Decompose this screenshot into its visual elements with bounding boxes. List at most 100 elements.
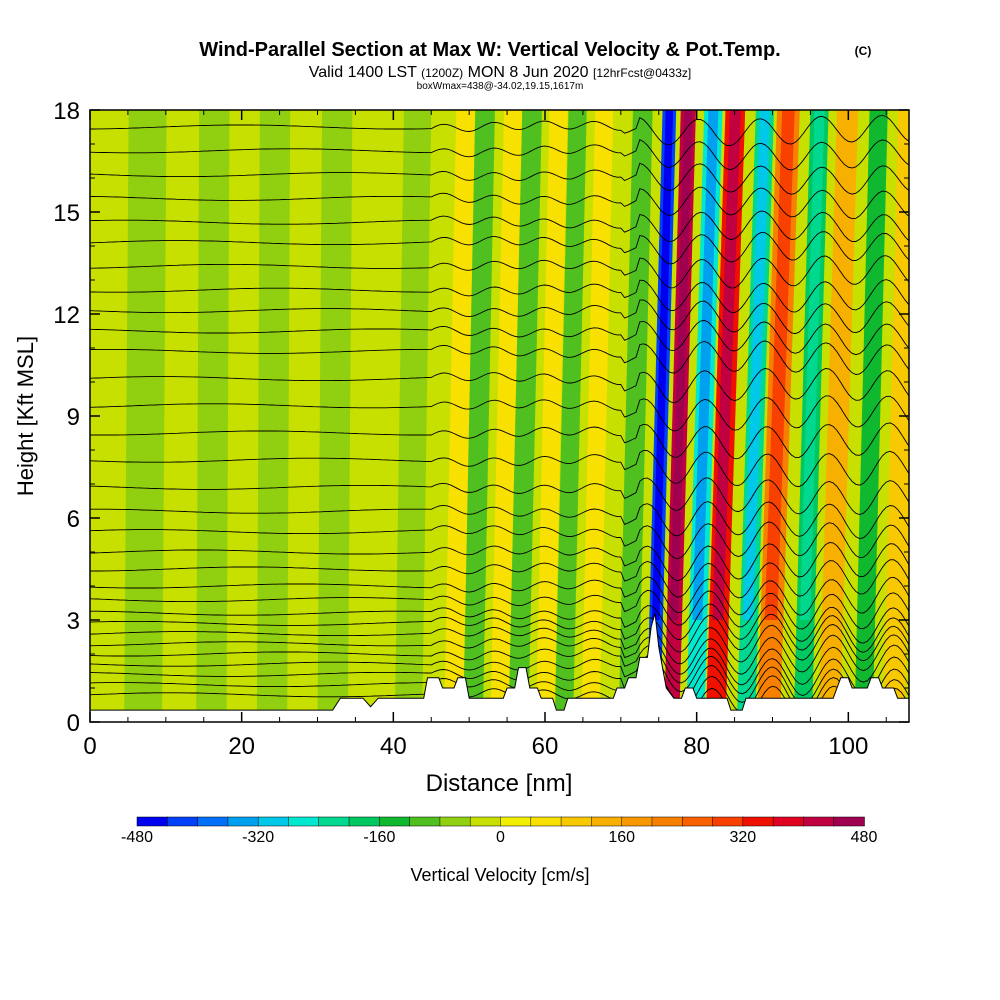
velocity-bands — [124, 110, 909, 722]
y-tick-label: 3 — [67, 608, 80, 635]
isentrope-lines — [90, 114, 909, 722]
colorbar-swatch — [469, 816, 502, 827]
isentrope-line — [90, 589, 909, 630]
isentrope-line — [90, 231, 909, 265]
colorbar-swatch — [288, 816, 320, 827]
valid-utc: (1200Z) — [421, 66, 463, 80]
velocity-band — [490, 110, 523, 722]
isentrope-line — [90, 210, 909, 243]
velocity-band — [317, 110, 353, 722]
velocity-band — [535, 110, 568, 722]
isentrope-line — [90, 675, 909, 716]
y-axis: 0 3 6 9 12 15 18 — [53, 98, 909, 737]
isentrope-line — [90, 521, 909, 560]
colorbar-swatch — [136, 816, 169, 827]
colorbar-swatch — [560, 816, 593, 827]
isentrope-line — [90, 299, 909, 335]
colorbar — [136, 816, 865, 827]
velocity-band — [444, 110, 476, 722]
velocity-band-core — [743, 110, 770, 620]
chart-title: Wind-Parallel Section at Max W: Vertical… — [199, 39, 780, 61]
colorbar-tick-label: 320 — [729, 829, 756, 846]
velocity-band — [196, 110, 230, 722]
colorbar-swatch — [803, 816, 835, 827]
velocity-band — [618, 110, 653, 722]
velocity-band-core — [692, 110, 719, 620]
valid-prefix: Valid 1400 LST — [309, 64, 417, 81]
colorbar-swatch — [833, 816, 865, 827]
colorbar-swatch — [651, 816, 684, 827]
velocity-band — [554, 110, 587, 722]
colorbar-swatch — [348, 816, 381, 827]
velocity-band-core — [800, 110, 825, 620]
plot-area — [90, 110, 909, 722]
isentrope-line — [90, 613, 909, 653]
isentrope-line — [90, 186, 909, 220]
x-tick-label: 0 — [83, 733, 96, 760]
isentrope-line — [90, 644, 909, 686]
isentrope-line — [90, 576, 909, 616]
x-tick-label: 100 — [828, 733, 868, 760]
colorbar-swatch — [167, 816, 199, 827]
x-axis: 0 20 40 60 80 100 — [83, 110, 887, 760]
colorbar-swatch — [500, 816, 532, 827]
colorbar-tick-label: 0 — [496, 829, 505, 846]
y-tick-label: 9 — [67, 404, 80, 431]
isentrope-line — [90, 559, 909, 599]
valid-time-line: Valid 1400 LST (1200Z) MON 8 Jun 2020 [1… — [309, 64, 692, 81]
isentrope-line — [90, 603, 909, 644]
y-axis-label: Height [Kft MSL] — [13, 336, 38, 496]
colorbar-tick-label: 480 — [851, 829, 878, 846]
box-info: boxWmax=438@-34.02,19.15,1617m — [417, 81, 584, 92]
isentrope-line — [90, 422, 909, 460]
y-tick-label: 6 — [67, 506, 80, 533]
forecast-info: [12hrFcst@0433z] — [593, 66, 691, 80]
isentrope-line — [90, 279, 909, 313]
isentrope-line — [90, 255, 909, 289]
isentrope-line — [90, 634, 909, 675]
colorbar-swatch — [409, 816, 441, 827]
colorbar-swatch — [318, 816, 350, 827]
colorbar-swatch — [591, 816, 623, 827]
isentrope-line — [90, 139, 909, 171]
colorbar-swatch — [772, 816, 805, 827]
colorbar-tick-label: 160 — [608, 829, 635, 846]
y-tick-label: 12 — [53, 302, 80, 329]
y-tick-label: 15 — [53, 200, 80, 227]
velocity-band — [818, 110, 859, 722]
velocity-band — [854, 110, 888, 722]
colorbar-swatch — [379, 816, 411, 827]
isentrope-line — [90, 501, 909, 540]
colorbar-swatch — [742, 816, 774, 827]
colorbar-swatch — [439, 816, 471, 827]
y-tick-label: 0 — [67, 710, 80, 737]
colorbar-swatch — [682, 816, 714, 827]
velocity-band — [394, 110, 432, 722]
x-tick-label: 20 — [228, 733, 255, 760]
velocity-band-core — [669, 110, 693, 620]
isentrope-line — [90, 368, 909, 404]
velocity-band — [124, 110, 167, 722]
colorbar-label: Vertical Velocity [cm/s] — [410, 865, 589, 885]
colorbar-swatch — [530, 816, 562, 827]
velocity-band-core — [712, 110, 741, 620]
isentrope-line — [90, 654, 909, 696]
isentrope-line — [90, 449, 909, 488]
terrain — [90, 613, 909, 722]
colorbar-ticks: -480 -320 -160 0 160 320 480 — [121, 829, 877, 846]
isentrope-line — [90, 477, 909, 515]
x-axis-label: Distance [nm] — [426, 770, 573, 797]
colorbar-tick-label: -160 — [363, 829, 395, 846]
isentrope-line — [90, 319, 909, 356]
velocity-band — [256, 110, 291, 722]
colorbar-tick-label: -480 — [121, 829, 153, 846]
isentrope-line — [90, 624, 909, 665]
x-tick-label: 40 — [380, 733, 407, 760]
isentrope-line — [90, 664, 909, 707]
copyright-mark: (C) — [855, 44, 872, 58]
colorbar-swatch — [712, 816, 744, 827]
isentrope-line — [90, 114, 909, 147]
colorbar-swatch — [621, 816, 653, 827]
